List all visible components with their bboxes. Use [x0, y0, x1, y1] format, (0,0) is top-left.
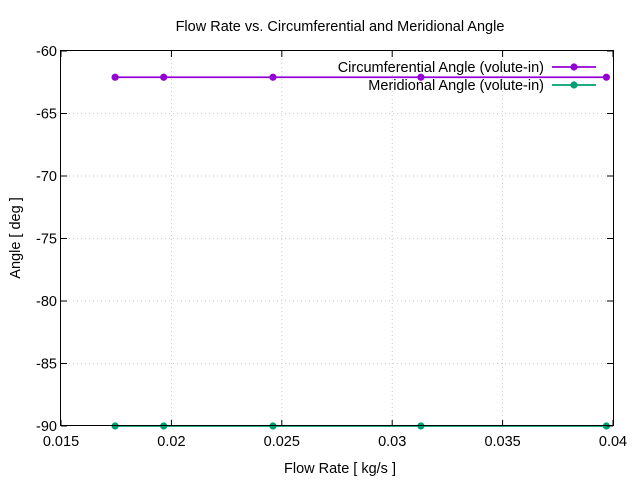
y-tick-label: -85 — [36, 357, 57, 373]
y-tick-label: -75 — [36, 232, 57, 248]
axis-ticks: 0.015 0.02 0.025 0.03 0.035 0.04 -90 -85 -80 -75 -… — [36, 44, 627, 450]
series-layer — [111, 73, 610, 430]
y-tick-label: -65 — [36, 107, 57, 123]
y-axis-label: Angle [ deg ] — [8, 197, 24, 278]
data-point — [417, 73, 425, 81]
x-tick-label: 0.015 — [43, 434, 79, 450]
legend-swatch-marker — [570, 81, 578, 89]
data-point — [269, 73, 277, 81]
series-1 — [111, 73, 610, 81]
x-axis-label: Flow Rate [ kg/s ] — [284, 461, 396, 477]
legend-item-2: Meridional Angle (volute-in) — [368, 78, 596, 94]
plot-frame — [60, 50, 614, 426]
legend-item-1: Circumferential Angle (volute-in) — [338, 60, 596, 76]
data-point — [602, 73, 610, 81]
legend-label: Meridional Angle (volute-in) — [368, 78, 544, 94]
grid — [61, 51, 613, 426]
data-point — [111, 73, 119, 81]
chart-title: Flow Rate vs. Circumferential and Meridi… — [176, 19, 505, 35]
y-tick-label: -60 — [36, 44, 57, 60]
x-tick-label: 0.03 — [378, 434, 406, 450]
y-tick-label: -70 — [36, 169, 57, 185]
legend-swatch-marker — [570, 63, 578, 71]
x-tick-label: 0.035 — [484, 434, 520, 450]
y-tick-label: -80 — [36, 294, 57, 310]
y-tick-label: -90 — [36, 419, 57, 435]
x-tick-label: 0.04 — [599, 434, 627, 450]
legend: Circumferential Angle (volute-in) Meridio… — [338, 60, 596, 94]
legend-label: Circumferential Angle (volute-in) — [338, 60, 544, 76]
x-tick-label: 0.02 — [157, 434, 185, 450]
x-tick-label: 0.025 — [264, 434, 300, 450]
data-point — [160, 73, 168, 81]
